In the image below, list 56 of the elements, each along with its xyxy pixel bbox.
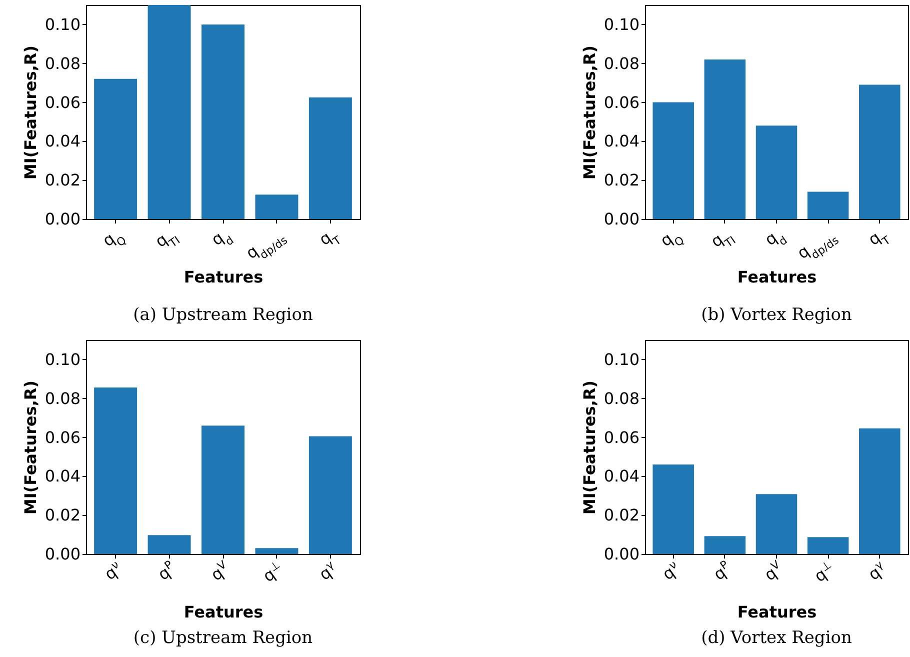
bar: [704, 536, 746, 554]
y-tick-label: 0.06: [604, 92, 640, 112]
y-tick-label: 0.02: [44, 506, 80, 525]
y-tick-label: 0.04: [44, 466, 80, 486]
y-tick-label: 0.02: [44, 170, 80, 190]
y-tick-label: 0.08: [604, 388, 640, 408]
bar: [807, 192, 849, 219]
bar: [94, 387, 138, 554]
y-tick-label: 0.00: [44, 544, 80, 564]
y-axis-title: MI(Features,R): [20, 45, 40, 180]
bar: [148, 535, 191, 554]
y-tick-label: 0.04: [604, 466, 640, 486]
bar: [255, 194, 298, 219]
y-tick-label: 0.10: [44, 14, 80, 34]
bar: [308, 436, 352, 554]
y-tick-label: 0.06: [604, 428, 640, 447]
x-axis-title: Features: [184, 268, 264, 286]
bar: [94, 78, 138, 219]
y-tick-label: 0.06: [44, 92, 80, 112]
y-tick-label: 0.08: [44, 54, 80, 73]
x-axis-title: Features: [737, 602, 817, 622]
y-tick-label: 0.00: [604, 544, 640, 564]
bar: [652, 464, 694, 554]
text: (a) Upstream Region: [133, 305, 313, 326]
y-axis-title: MI(Features,R): [580, 380, 599, 515]
y-tick-label: 0.06: [44, 428, 80, 447]
bar: [308, 97, 352, 219]
x-axis-title: Features: [737, 268, 817, 286]
text: (b) Vortex Region: [701, 305, 852, 326]
bar: [859, 84, 900, 219]
y-tick-label: 0.10: [604, 14, 640, 34]
y-tick-label: 0.08: [44, 388, 80, 408]
bar: [202, 24, 244, 219]
text: (c) Upstream Region: [133, 628, 313, 648]
bar: [704, 59, 746, 219]
text: (d) Vortex Region: [701, 628, 852, 648]
bar: [756, 126, 798, 219]
y-axis-title: MI(Features,R): [580, 45, 599, 180]
bar: [148, 5, 191, 219]
y-tick-label: 0.10: [44, 350, 80, 369]
y-tick-label: 0.10: [604, 350, 640, 369]
bar: [756, 494, 798, 554]
y-tick-label: 0.04: [604, 132, 640, 151]
y-axis-title: MI(Features,R): [20, 380, 40, 515]
bar: [807, 537, 849, 554]
y-tick-label: 0.02: [604, 170, 640, 190]
y-tick-label: 0.02: [604, 506, 640, 525]
y-tick-label: 0.00: [604, 210, 640, 228]
bar: [652, 102, 694, 219]
y-tick-label: 0.04: [44, 132, 80, 151]
bar: [859, 428, 900, 554]
y-tick-label: 0.08: [604, 54, 640, 73]
x-axis-title: Features: [184, 602, 264, 622]
bar: [202, 426, 244, 554]
y-tick-label: 0.00: [44, 210, 80, 228]
bar: [255, 548, 298, 554]
